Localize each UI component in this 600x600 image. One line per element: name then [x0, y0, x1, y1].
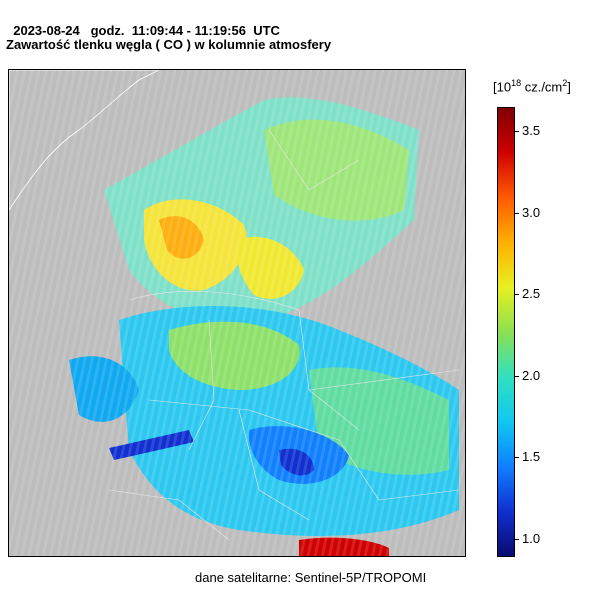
unit-close: ]: [567, 79, 571, 95]
header-time-prefix: godz.: [90, 23, 125, 38]
country-borders: [108, 129, 460, 541]
colorbar-tick-label: 1.0: [522, 530, 541, 546]
header-time-range: 11:09:44 - 11:19:56: [131, 23, 246, 38]
colorbar-tick-label: 2.5: [522, 286, 541, 302]
co-column-map: [8, 69, 466, 557]
unit-mid: cz./cm: [521, 79, 563, 95]
colorbar: [497, 107, 515, 557]
colorbar-tickmark: [514, 375, 519, 377]
colorbar-tick-label: 2.0: [522, 367, 541, 383]
colorbar-tickmark: [514, 212, 519, 214]
data-source: dane satelitarne: Sentinel-5P/TROPOMI: [195, 570, 427, 585]
colorbar-tickmark: [514, 457, 519, 459]
colorbar-tickmark: [514, 538, 519, 540]
header-time-zone: UTC: [253, 23, 280, 38]
header-date-line: 2023-08-24 godz. 11:09:44 - 11:19:56 UTC: [6, 8, 280, 38]
header-date: 2023-08-24: [13, 23, 80, 38]
colorbar-tick-label: 3.0: [522, 204, 541, 220]
colorbar-tickmark: [514, 131, 519, 133]
colorbar-unit: [1018 cz./cm2]: [493, 78, 571, 94]
colorbar-tick-label: 3.5: [522, 123, 541, 139]
map-title: Zawartość tlenku węgla ( CO ) w kolumnie…: [6, 37, 332, 52]
unit-open: [10: [493, 79, 512, 95]
unit-exponent: 18: [511, 78, 522, 88]
map-canvas: [9, 70, 465, 556]
colorbar-tick-label: 1.5: [522, 449, 541, 465]
unit-square: 2: [562, 78, 568, 88]
colorbar-tickmark: [514, 294, 519, 296]
